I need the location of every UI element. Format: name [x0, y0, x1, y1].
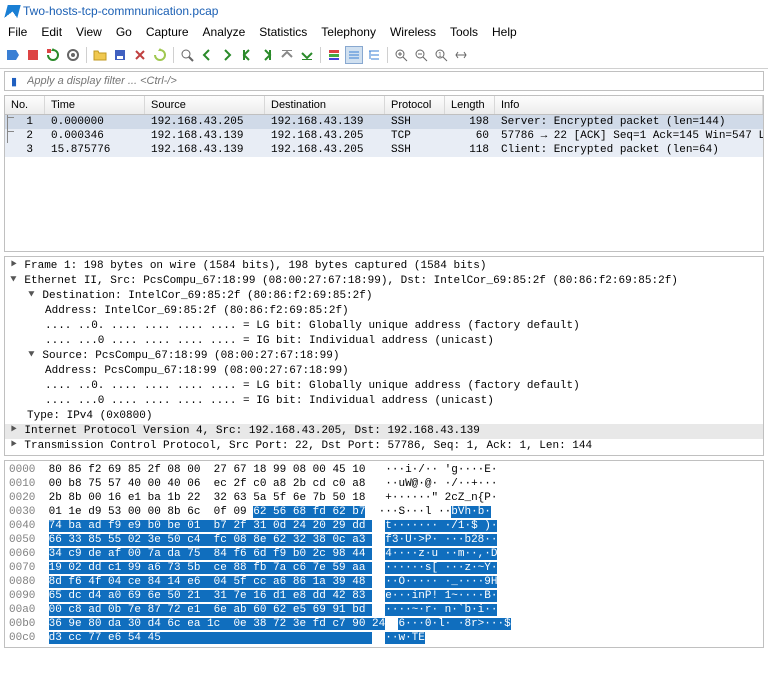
hex-row[interactable]: 0000 80 86 f2 69 85 2f 08 00 27 67 18 99…: [9, 463, 759, 477]
window-title: Two-hosts-tcp-commnunication.pcap: [23, 4, 218, 18]
zoom-in-icon[interactable]: [392, 46, 410, 64]
resize-columns-icon[interactable]: [452, 46, 470, 64]
hex-row[interactable]: 0070 19 02 dd c1 99 a6 73 5b ce 88 fb 7a…: [9, 561, 759, 575]
wireshark-icon: [4, 5, 20, 18]
list-tree-icon[interactable]: [365, 46, 383, 64]
menu-tools[interactable]: Tools: [450, 25, 478, 39]
detail-line[interactable]: Destination: IntelCor_69:85:2f (80:86:f2…: [5, 289, 763, 304]
window-titlebar: Two-hosts-tcp-commnunication.pcap: [0, 0, 768, 22]
detail-line[interactable]: .... ...0 .... .... .... .... = IG bit: …: [5, 394, 763, 409]
restart-capture-icon[interactable]: [44, 46, 62, 64]
detail-line[interactable]: Address: IntelCor_69:85:2f (80:86:f2:69:…: [5, 304, 763, 319]
detail-line[interactable]: SSH Protocol: [5, 454, 763, 456]
hex-row[interactable]: 0020 2b 8b 00 16 e1 ba 1b 22 32 63 5a 5f…: [9, 491, 759, 505]
list-lines-icon[interactable]: [345, 46, 363, 64]
packet-row[interactable]: 10.000000192.168.43.205192.168.43.139SSH…: [5, 115, 763, 129]
colorize-icon[interactable]: [325, 46, 343, 64]
auto-scroll-icon[interactable]: [298, 46, 316, 64]
detail-line[interactable]: .... ...0 .... .... .... .... = IG bit: …: [5, 334, 763, 349]
go-last-icon[interactable]: [278, 46, 296, 64]
go-next-icon[interactable]: [218, 46, 236, 64]
packet-list-header: No.TimeSourceDestinationProtocolLengthIn…: [5, 96, 763, 115]
hex-row[interactable]: 0050 66 33 85 55 02 3e 50 c4 fc 08 8e 62…: [9, 533, 759, 547]
close-file-icon[interactable]: [131, 46, 149, 64]
zoom-reset-icon[interactable]: 1: [432, 46, 450, 64]
menu-edit[interactable]: Edit: [41, 25, 62, 39]
packet-list-body: 10.000000192.168.43.205192.168.43.139SSH…: [5, 115, 763, 251]
capture-options-icon[interactable]: [64, 46, 82, 64]
stop-capture-icon[interactable]: [24, 46, 42, 64]
detail-line[interactable]: Frame 1: 198 bytes on wire (1584 bits), …: [5, 259, 763, 274]
packet-row[interactable]: 315.875776192.168.43.139192.168.43.205SS…: [5, 143, 763, 157]
menu-help[interactable]: Help: [492, 25, 517, 39]
detail-line[interactable]: Transmission Control Protocol, Src Port:…: [5, 439, 763, 454]
main-toolbar: 1: [0, 44, 768, 69]
packet-row[interactable]: 20.000346192.168.43.139192.168.43.205TCP…: [5, 129, 763, 143]
detail-line[interactable]: Type: IPv4 (0x0800): [5, 409, 763, 424]
menu-go[interactable]: Go: [116, 25, 132, 39]
column-header[interactable]: Protocol: [385, 96, 445, 114]
hex-row[interactable]: 0030 01 1e d9 53 00 00 8b 6c 0f 09 62 56…: [9, 505, 759, 519]
hex-row[interactable]: 0040 74 ba ad f9 e9 b0 be 01 b7 2f 31 0d…: [9, 519, 759, 533]
hex-row[interactable]: 0090 65 dc d4 a0 69 6e 50 21 31 7e 16 d1…: [9, 589, 759, 603]
column-header[interactable]: Length: [445, 96, 495, 114]
menu-wireless[interactable]: Wireless: [390, 25, 436, 39]
hex-row[interactable]: 0060 34 c9 de af 00 7a da 75 84 f6 6d f9…: [9, 547, 759, 561]
hex-row[interactable]: 0080 8d f6 4f 04 ce 84 14 e6 04 5f cc a6…: [9, 575, 759, 589]
menu-capture[interactable]: Capture: [146, 25, 189, 39]
detail-line[interactable]: Source: PcsCompu_67:18:99 (08:00:27:67:1…: [5, 349, 763, 364]
hex-row[interactable]: 00b0 36 9e 80 da 30 d4 6c ea 1c 0e 38 72…: [9, 617, 759, 631]
detail-line[interactable]: Address: PcsCompu_67:18:99 (08:00:27:67:…: [5, 364, 763, 379]
detail-line[interactable]: Internet Protocol Version 4, Src: 192.16…: [5, 424, 763, 439]
column-header[interactable]: No.: [5, 96, 45, 114]
display-filter-bar: ▮: [4, 71, 764, 91]
menu-bar: File Edit View Go Capture Analyze Statistics Te…: [0, 22, 768, 44]
zoom-out-icon[interactable]: [412, 46, 430, 64]
menu-analyze[interactable]: Analyze: [203, 25, 246, 39]
detail-line[interactable]: Ethernet II, Src: PcsCompu_67:18:99 (08:…: [5, 274, 763, 289]
packet-details-pane[interactable]: Frame 1: 198 bytes on wire (1584 bits), …: [4, 256, 764, 456]
menu-view[interactable]: View: [76, 25, 102, 39]
menu-telephony[interactable]: Telephony: [321, 25, 376, 39]
svg-text:1: 1: [438, 52, 442, 59]
column-header[interactable]: Time: [45, 96, 145, 114]
display-filter-input[interactable]: [23, 72, 763, 90]
menu-file[interactable]: File: [8, 25, 27, 39]
column-header[interactable]: Source: [145, 96, 265, 114]
packet-list-pane: No.TimeSourceDestinationProtocolLengthIn…: [4, 95, 764, 252]
find-packet-icon[interactable]: [178, 46, 196, 64]
go-prev-icon[interactable]: [198, 46, 216, 64]
menu-statistics[interactable]: Statistics: [259, 25, 307, 39]
go-bookmark-icon[interactable]: [238, 46, 256, 64]
go-first-icon[interactable]: [258, 46, 276, 64]
hex-row[interactable]: 00a0 00 c8 ad 0b 7e 87 72 e1 6e ab 60 62…: [9, 603, 759, 617]
hex-row[interactable]: 00c0 d3 cc 77 e6 54 45 ··w·TE: [9, 631, 759, 645]
hex-row[interactable]: 0010 00 b8 75 57 40 00 40 06 ec 2f c0 a8…: [9, 477, 759, 491]
column-header[interactable]: Info: [495, 96, 763, 114]
open-file-icon[interactable]: [91, 46, 109, 64]
detail-line[interactable]: .... ..0. .... .... .... .... = LG bit: …: [5, 379, 763, 394]
reload-icon[interactable]: [151, 46, 169, 64]
save-file-icon[interactable]: [111, 46, 129, 64]
filter-bookmark-icon[interactable]: ▮: [5, 72, 23, 90]
column-header[interactable]: Destination: [265, 96, 385, 114]
detail-line[interactable]: .... ..0. .... .... .... .... = LG bit: …: [5, 319, 763, 334]
start-capture-icon[interactable]: [4, 46, 22, 64]
packet-bytes-pane[interactable]: 0000 80 86 f2 69 85 2f 08 00 27 67 18 99…: [4, 460, 764, 648]
